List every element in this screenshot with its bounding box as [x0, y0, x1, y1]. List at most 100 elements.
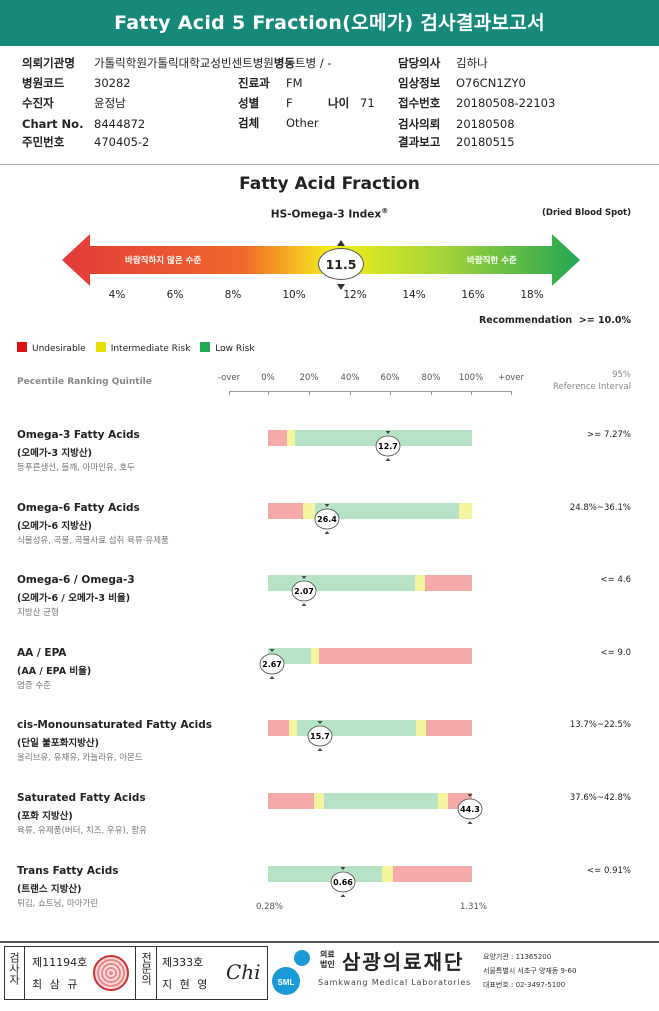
marker-arrow: [317, 721, 323, 724]
index-marker-arrows: [337, 240, 345, 290]
row-title: Trans Fatty Acids: [17, 865, 119, 877]
undesirable-level-label: 바람직하지 않은 수준: [125, 256, 202, 266]
bar-segment: [268, 720, 289, 736]
scale-label: 100%: [458, 373, 484, 383]
row-subtitle: (트랜스 지방산): [17, 884, 82, 895]
specialist-name: 지 현 영: [162, 978, 210, 991]
legend-low: Low Risk: [200, 342, 255, 354]
bar-segment: [315, 503, 459, 519]
name-label: 수진자: [22, 96, 54, 110]
sex-row: 성별 F 나이 71: [238, 95, 375, 111]
requested-row: 검사의뢰 20180508: [398, 116, 515, 132]
reported-row: 결과보고 20180515: [398, 134, 515, 150]
chart-row: Chart No. 8444872: [22, 116, 145, 132]
specimen-label: 검체: [238, 116, 260, 130]
bar-segment: [289, 720, 297, 736]
marker-arrow: [385, 431, 391, 434]
hospital-row: 의뢰기관명 가톨릭학원가톨릭대학교성빈센트병원병동트병 / -: [22, 55, 332, 71]
index-tick-label: 10%: [282, 289, 306, 301]
dept-row: 진료과 FM: [238, 75, 303, 91]
desirable-level-label: 바람직한 수준: [467, 256, 517, 266]
dept-value: FM: [286, 76, 303, 90]
value-marker: [375, 435, 401, 457]
footer-divider: [0, 941, 659, 943]
marker-arrow: [324, 504, 330, 507]
ward-value: 트병 / -: [295, 56, 332, 70]
row-subtitle: (오메가-6 / 오메가-3 비율): [17, 593, 131, 604]
age-value: 71: [360, 96, 375, 110]
inspector-title: 검사자: [7, 952, 21, 988]
fraction-title: Fatty Acid Fraction: [239, 174, 420, 194]
sml-logo-icon: SML: [272, 950, 310, 995]
id-label: 주민번호: [22, 135, 65, 149]
value-marker: [330, 871, 356, 893]
bar-segment: [268, 793, 314, 809]
scale-label: 40%: [340, 373, 360, 383]
row-subtitle: (오메가-6 지방산): [17, 521, 92, 532]
legend-intermediate: Intermediate Risk: [95, 342, 190, 354]
recommendation: Recommendation >= 10.0%: [479, 315, 631, 326]
value-marker: [259, 653, 285, 675]
doctor-row: 담당의사 김하나: [398, 55, 488, 71]
official-seal: [93, 955, 129, 991]
specialist-license: 제333호: [162, 956, 204, 969]
chart-value: 8444872: [94, 117, 146, 131]
marker-arrow: [301, 576, 307, 579]
marker-arrow: [467, 821, 473, 824]
reference-interval-header: 95% Reference Interval: [553, 369, 631, 393]
legend-undesirable-label: Undesirable: [32, 344, 86, 354]
requested-value: 20180508: [456, 117, 515, 131]
row-reference-interval: <= 9.0: [600, 648, 631, 658]
row-title: Omega-3 Fatty Acids: [17, 429, 140, 441]
scale-label: 60%: [380, 373, 400, 383]
row-reference-interval: 37.6%~42.8%: [569, 793, 631, 803]
handwritten-signature: Chi: [226, 960, 261, 984]
bar-segment: [393, 866, 472, 882]
logo-text: SML: [278, 978, 295, 987]
index-title: HS-Omega-3 Index®: [0, 207, 659, 221]
trans-range-max: 1.31%: [460, 902, 488, 912]
scale-label: 20%: [299, 373, 319, 383]
intermediate-swatch: [95, 342, 106, 352]
index-tick-label: 8%: [224, 289, 242, 301]
scale-tick: [471, 391, 472, 395]
index-tick-label: 16%: [461, 289, 485, 301]
index-mark: ®: [381, 207, 389, 215]
age-label: 나이: [328, 96, 350, 110]
value-label: 2.67: [262, 660, 282, 669]
bar-segment: [268, 430, 287, 446]
value-label: 0.66: [333, 878, 353, 887]
index-tick-label: 12%: [343, 289, 367, 301]
scale-tick: [390, 391, 391, 395]
specimen-value: Other: [286, 116, 319, 130]
sign-divider: [24, 946, 25, 1000]
bar-segment: [416, 720, 426, 736]
sign-divider-3: [156, 946, 157, 1000]
marker-arrow: [301, 603, 307, 606]
marker-arrow: [385, 458, 391, 461]
scale-label: +over: [497, 373, 525, 383]
scale-baseline: [229, 391, 511, 392]
value-marker: [314, 508, 340, 530]
row-reference-interval: <= 4.6: [600, 575, 631, 585]
org-license: 요양기관 : 11365200: [483, 953, 552, 961]
reported-value: 20180515: [456, 135, 515, 149]
row-title: Saturated Fatty Acids: [17, 792, 146, 804]
sample-note: (Dried Blood Spot): [542, 208, 631, 218]
index-title-text: HS-Omega-3 Index: [270, 208, 382, 221]
row-food-sources: 식물성유, 곡물, 곡물사료 섭취 육류·유제품: [17, 536, 169, 546]
scale-label: 80%: [421, 373, 441, 383]
marker-arrow: [340, 867, 346, 870]
bar-segment: [287, 430, 295, 446]
name-row: 수진자 윤정남: [22, 95, 126, 111]
index-tick-label: 18%: [520, 289, 544, 301]
name-value: 윤정남: [94, 96, 126, 110]
receipt-label: 접수번호: [398, 96, 441, 110]
row-food-sources: 올리브유, 유채유, 카놀라유, 아몬드: [17, 753, 143, 763]
bar-segment: [311, 648, 319, 664]
scale-tick: [350, 391, 351, 395]
marker-arrow: [324, 531, 330, 534]
reported-label: 결과보고: [398, 135, 441, 149]
bar-segment: [319, 648, 472, 664]
recommendation-label: Recommendation: [478, 315, 573, 326]
